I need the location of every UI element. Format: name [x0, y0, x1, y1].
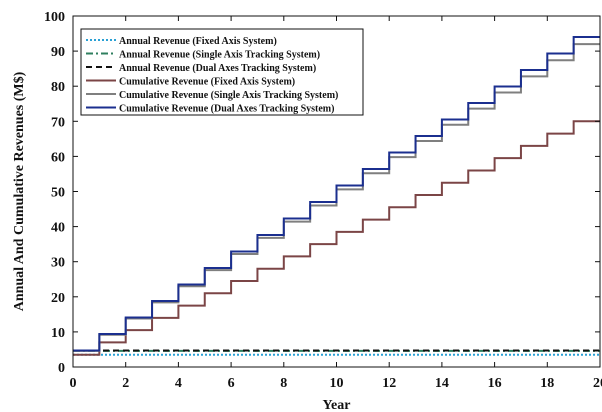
x-tick-label-9: 18: [540, 376, 554, 391]
y-tick-label-9: 90: [51, 45, 65, 60]
y-tick-label-0: 0: [58, 361, 65, 376]
y-tick-label-6: 60: [51, 150, 65, 165]
x-tick-label-1: 2: [122, 376, 129, 391]
x-tick-label-4: 8: [280, 376, 287, 391]
y-tick-label-5: 50: [51, 186, 65, 201]
y-tick-label-8: 80: [51, 80, 65, 95]
y-axis-label: Annual And Cumulative Revenues (M$): [12, 71, 27, 311]
x-tick-label-10: 20: [593, 376, 602, 391]
legend-label-4: Cumulative Revenue (Fixed Axis System): [119, 77, 295, 88]
y-tick-label-2: 20: [51, 291, 65, 306]
y-tick-label-10: 100: [44, 10, 65, 25]
y-tick-label-1: 10: [51, 326, 65, 341]
x-axis-label: Year: [323, 398, 351, 412]
x-tick-label-8: 16: [488, 376, 502, 391]
axes-layer: 0 2 4 6 8 10 12 14 16 18 20 0 10 20 30 40 50 60 70 80 90 100 Y…: [12, 10, 602, 412]
x-tick-label-0: 0: [70, 376, 77, 391]
x-tick-label-7: 14: [435, 376, 449, 391]
x-tick-label-6: 12: [382, 376, 396, 391]
legend-label-1: Annual Revenue (Fixed Axis System): [119, 36, 277, 47]
legend-label-2: Annual Revenue (Single Axis Tracking Sys…: [119, 50, 320, 61]
x-tick-label-3: 6: [228, 376, 235, 391]
legend-box: [80, 28, 364, 116]
series-line-4: [73, 120, 600, 356]
y-tick-label-4: 40: [51, 221, 65, 236]
x-tick-label-2: 4: [175, 376, 182, 391]
y-tick-label-7: 70: [51, 115, 65, 130]
x-tick-label-5: 10: [330, 376, 344, 391]
series-line-6: [73, 36, 600, 352]
y-tick-label-3: 30: [51, 256, 65, 271]
legend-label-5: Cumulative Revenue (Single Axis Tracking…: [119, 90, 338, 101]
legend-label-6: Cumulative Revenue (Dual Axes Tracking S…: [119, 104, 334, 115]
legend-label-3: Annual Revenue (Dual Axes Tracking Syste…: [119, 63, 316, 74]
series-layer: [73, 36, 600, 356]
legend-layer: Annual Revenue (Fixed Axis System) Annual…: [80, 28, 364, 116]
